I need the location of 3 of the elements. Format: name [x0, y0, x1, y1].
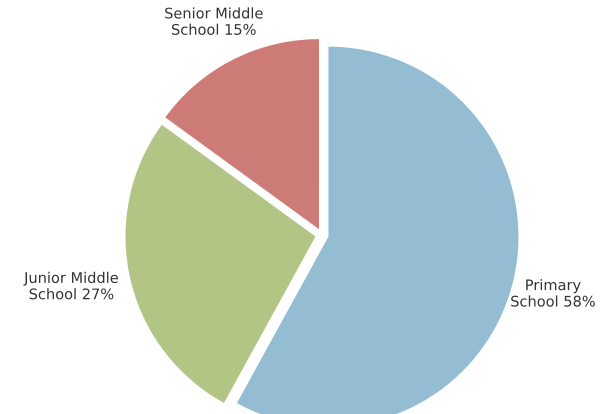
- slice-label: Senior Middle School 15%: [165, 7, 263, 35]
- slice-label: Junior Middle School 27%: [23, 272, 118, 300]
- slice-label: Primary School 58%: [511, 279, 595, 307]
